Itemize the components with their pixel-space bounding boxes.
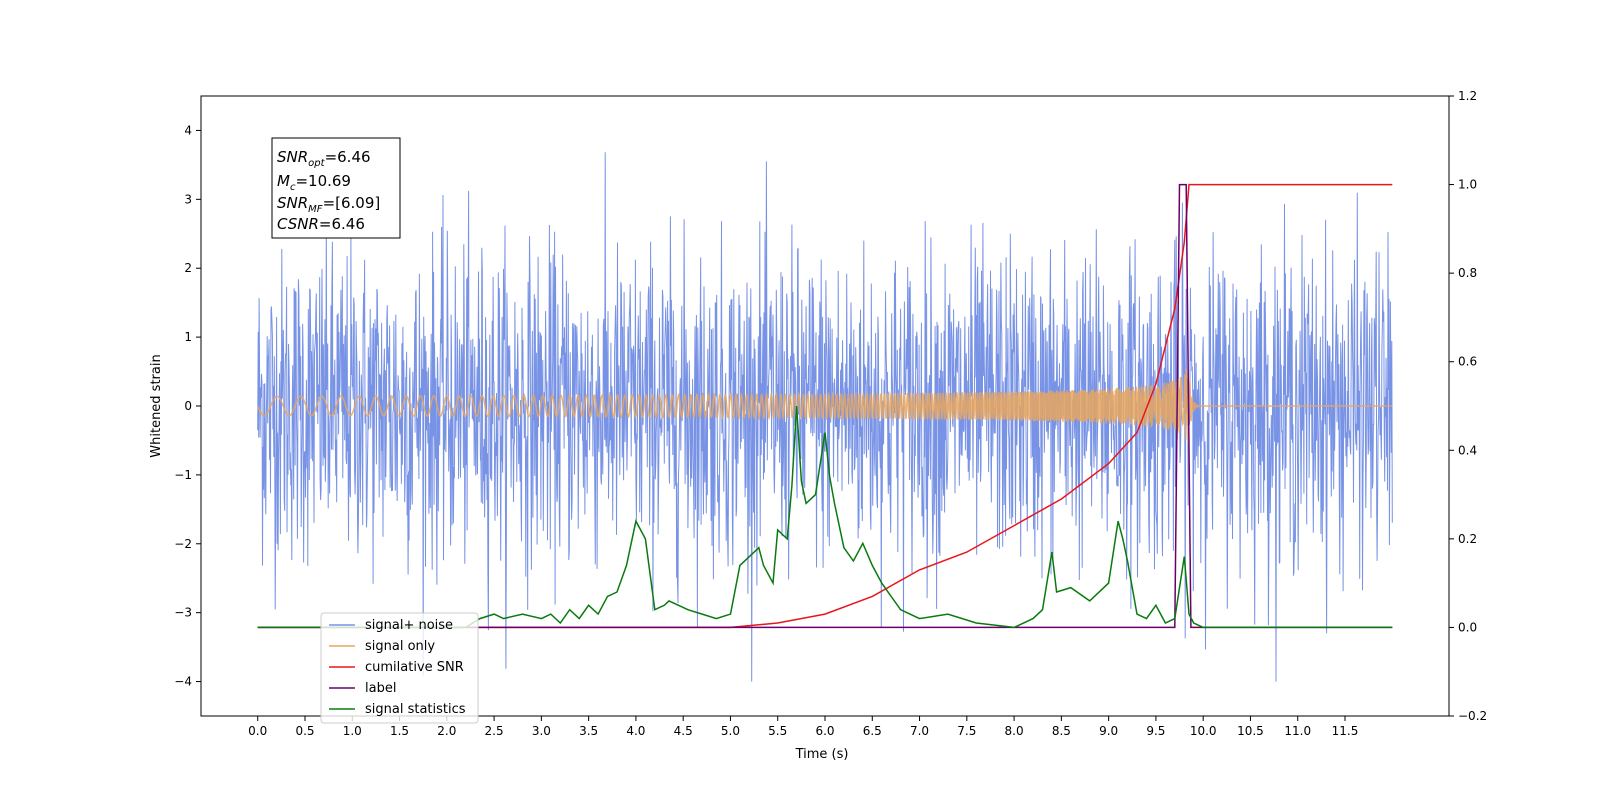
series-line-signal-noise (257, 152, 1393, 682)
y-tick-label-right: 0.2 (1458, 532, 1477, 546)
x-tick-label: 10.5 (1237, 724, 1264, 738)
series-layer (257, 152, 1393, 682)
x-tick-label: 7.0 (910, 724, 929, 738)
info-mc: Mc=10.69 (277, 172, 351, 193)
x-tick-label: 2.0 (437, 724, 456, 738)
x-tick-label: 10.0 (1190, 724, 1217, 738)
x-tick-label: 8.0 (1005, 724, 1024, 738)
legend: signal+ noise signal only cumilative SNR la… (320, 612, 479, 724)
y-tick-label-right: 0.0 (1458, 620, 1477, 634)
x-tick-label: 9.0 (1099, 724, 1118, 738)
y-tick-label-left: −3 (174, 606, 192, 620)
x-tick-label: 1.5 (390, 724, 409, 738)
x-tick-label: 6.5 (863, 724, 882, 738)
info-snr-opt: SNRopt=6.46 (277, 148, 371, 169)
x-tick-label: 9.5 (1146, 724, 1165, 738)
y-tick-label-right: 0.6 (1458, 355, 1477, 369)
y-tick-label-left: 2 (184, 261, 192, 275)
y-tick-label-left: 0 (184, 399, 192, 413)
x-tick-label: 2.5 (485, 724, 504, 738)
y-tick-label-left: −2 (174, 537, 192, 551)
legend-label: label (365, 681, 396, 696)
legend-frame (320, 612, 479, 724)
y-axis-label: Whitened strain (149, 354, 164, 457)
x-tick-label: 1.0 (343, 724, 362, 738)
y-tick-label-right: 1.2 (1458, 89, 1477, 103)
series-line-signal-statistics (257, 405, 1393, 629)
y-tick-label-left: 3 (184, 192, 192, 206)
y-tick-label-left: 4 (184, 123, 192, 137)
y-tick-label-left: −4 (174, 675, 192, 689)
y-tick-label-right: 0.8 (1458, 266, 1477, 280)
x-tick-label: 6.0 (815, 724, 834, 738)
x-tick-label: 4.0 (626, 724, 645, 738)
x-tick-label: 4.5 (674, 724, 693, 738)
x-tick-label: 5.0 (721, 724, 740, 738)
legend-label: signal+ noise (365, 618, 453, 633)
x-tick-label: 8.5 (1052, 724, 1071, 738)
y-axis-left: 4 3 2 1 0 −1 −2 −3 −4 (174, 123, 201, 689)
series-line-signal-only (257, 369, 1393, 444)
info-snr-mf: SNRMF=[6.09] (277, 194, 380, 215)
x-tick-label: 11.5 (1332, 724, 1359, 738)
y-tick-label-left: −1 (174, 468, 192, 482)
info-csnr: CSNR=6.46 (277, 215, 365, 233)
legend-label: cumilative SNR (365, 660, 464, 675)
legend-label: signal statistics (365, 702, 466, 717)
info-box: SNRopt=6.46 Mc=10.69 SNRMF=[6.09] CSNR=6… (271, 137, 401, 239)
x-tick-label: 3.0 (532, 724, 551, 738)
x-tick-label: 7.5 (957, 724, 976, 738)
x-axis: 0.0 0.5 1.0 1.5 2.0 2.5 3.0 3.5 4.0 4.5 5.0 5.5 6.0 6… (248, 716, 1358, 738)
y-tick-label-left: 1 (184, 330, 192, 344)
y-axis-right: 1.2 1.0 0.8 0.6 0.4 0.2 0.0 −0.2 (1449, 89, 1487, 723)
x-tick-label: 5.5 (768, 724, 787, 738)
x-tick-label: 3.5 (579, 724, 598, 738)
x-axis-label: Time (s) (795, 747, 849, 762)
x-tick-label: 11.0 (1284, 724, 1311, 738)
x-tick-label: 0.5 (295, 724, 314, 738)
x-tick-label: 0.0 (248, 724, 267, 738)
y-tick-label-right: 1.0 (1458, 178, 1477, 192)
legend-label: signal only (365, 639, 435, 654)
series-line-cumilative-snr (257, 183, 1393, 629)
y-tick-label-right: 0.4 (1458, 443, 1477, 457)
info-box-frame (271, 137, 401, 239)
y-tick-label-right: −0.2 (1458, 709, 1487, 723)
